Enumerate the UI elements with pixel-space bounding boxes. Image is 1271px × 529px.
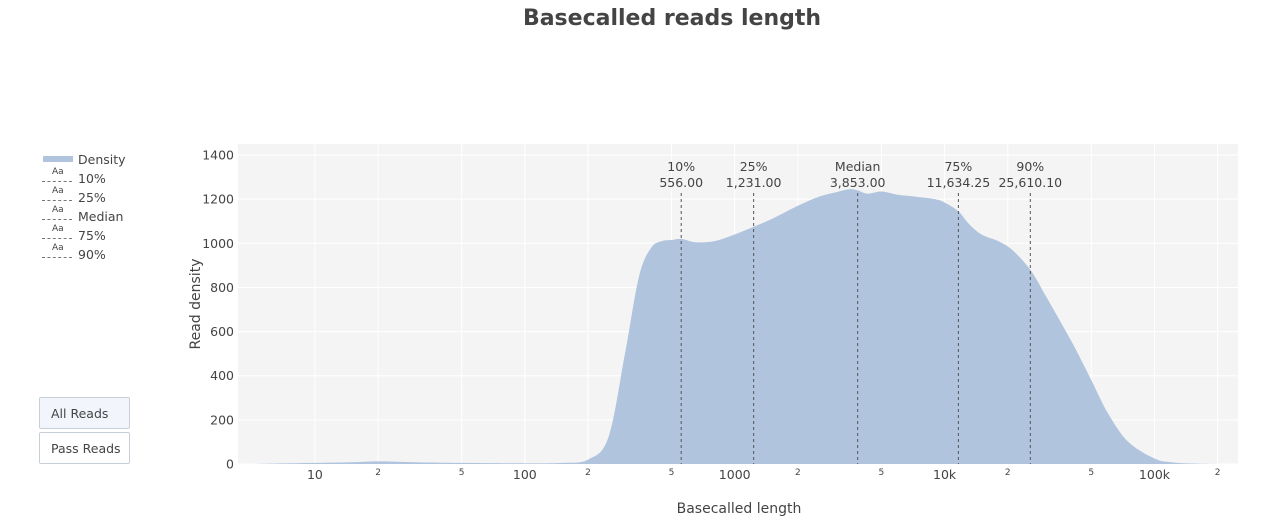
y-tick-label: 1400 [202,148,234,163]
y-tick-label: 600 [210,324,234,339]
pass-reads-button[interactable]: Pass Reads [39,432,130,464]
legend-item-75[interactable]: Aa 75% [42,224,126,245]
percentile-label: 90% [1016,159,1044,174]
text-swatch: Aa [52,186,64,196]
y-tick-label: 0 [226,457,234,472]
y-axis-title: Read density [188,258,204,350]
legend-label: 90% [78,247,106,262]
x-minor-tick-label: 2 [585,468,591,478]
x-minor-tick-label: 5 [879,468,885,478]
y-tick-label: 200 [210,412,234,427]
dashed-line-swatch [42,257,72,258]
legend-label: 25% [78,190,106,205]
legend-label: 75% [78,228,106,243]
density-area [251,189,1218,464]
percentile-value-label: 25,610.10 [998,175,1062,190]
text-swatch: Aa [52,224,64,234]
percentile-label: Median [835,159,880,174]
x-tick-label: 1000 [719,467,751,482]
chart-title: Basecalled reads length [522,6,822,31]
legend-item-25[interactable]: Aa 25% [42,186,126,207]
legend-label: Median [78,209,124,224]
x-minor-tick-label: 5 [1088,468,1094,478]
x-minor-tick-label: 2 [375,468,381,478]
percentile-label: 75% [944,159,972,174]
percentile-value-label: 556.00 [659,175,703,190]
legend: Density Aa 10% Aa 25% Aa Median Aa 75% A… [42,150,126,264]
percentile-value-label: 11,634.25 [927,175,991,190]
y-tick-label: 1000 [202,236,234,251]
density-swatch [43,156,73,162]
x-minor-tick-label: 5 [669,468,675,478]
x-tick-label: 100k [1139,467,1171,482]
legend-label: 10% [78,171,106,186]
y-axis-ticks: 0 200 400 600 800 1000 1200 1400 [202,148,234,472]
x-axis-ticks: 10 100 1000 10k 100k 2 5 2 5 2 5 2 5 2 [307,467,1221,482]
dashed-line-swatch [42,200,72,201]
x-minor-tick-label: 2 [795,468,801,478]
percentile-label: 10% [667,159,695,174]
dashed-line-swatch [42,219,72,220]
y-tick-label: 400 [210,368,234,383]
legend-item-10[interactable]: Aa 10% [42,167,126,188]
x-minor-tick-label: 2 [1215,468,1221,478]
legend-item-90[interactable]: Aa 90% [42,243,126,264]
dashed-line-swatch [42,238,72,239]
text-swatch: Aa [52,205,64,215]
x-tick-label: 10k [933,467,957,482]
density-area-layer [251,189,1218,464]
x-minor-tick-label: 5 [459,468,465,478]
legend-label: Density [78,152,126,167]
all-reads-button[interactable]: All Reads [39,397,130,429]
x-tick-label: 10 [307,467,323,482]
x-axis-title: Basecalled length [676,501,802,517]
percentile-label: 25% [740,159,768,174]
x-minor-tick-label: 2 [1005,468,1011,478]
text-swatch: Aa [52,167,64,177]
dashed-line-swatch [42,181,72,182]
text-swatch: Aa [52,243,64,253]
y-tick-label: 800 [210,280,234,295]
percentile-value-label: 3,853.00 [830,175,886,190]
x-tick-label: 100 [513,467,537,482]
legend-item-density[interactable]: Density [42,150,126,169]
y-tick-label: 1200 [202,192,234,207]
percentile-value-label: 1,231.00 [726,175,782,190]
legend-item-median[interactable]: Aa Median [42,205,126,226]
